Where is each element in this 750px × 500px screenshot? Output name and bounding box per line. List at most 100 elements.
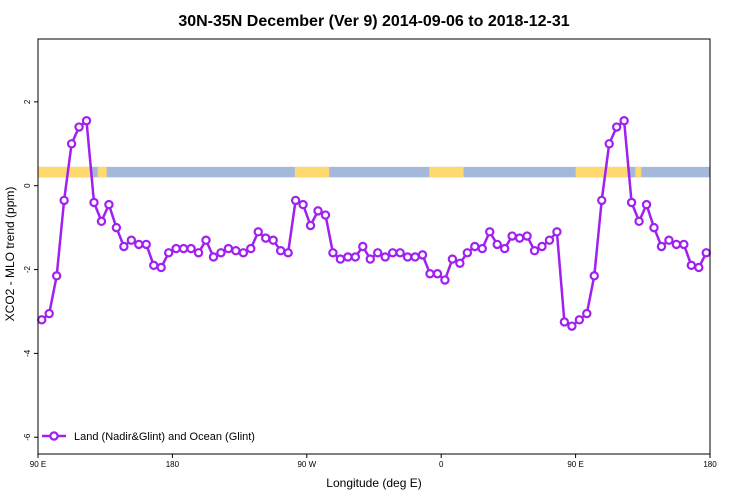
data-point [313,206,323,216]
data-point [216,248,226,258]
legend: Land (Nadir&Glint) and Ocean (Glint) [42,431,255,443]
data-point [574,315,585,325]
y-axis-label: XCO2 - MLO trend (ppm) [3,187,17,322]
data-point [275,245,286,256]
data-point [141,239,151,250]
data-point [111,222,122,233]
data-point [529,245,540,256]
data-point [89,197,99,208]
y-tick-label: -6 [23,433,32,441]
data-point [395,248,405,258]
data-point [298,199,308,210]
data-point [223,243,234,254]
x-axis-label: Longitude (deg E) [326,476,421,490]
data-point [201,235,211,245]
data-point [365,254,375,264]
data-point [641,199,652,210]
data-point [455,258,465,268]
y-tick-label: 2 [23,99,32,104]
land-band-segment [575,166,628,178]
data-point [163,248,174,258]
data-point [261,233,271,243]
data-point [126,235,137,245]
data-point [485,227,495,237]
data-point [589,271,599,281]
data-point [283,248,293,258]
data-point [193,248,204,258]
data-point [387,248,398,258]
plot-frame [37,38,711,455]
data-point [626,197,637,208]
data-point [499,243,510,254]
data-point [149,260,159,271]
data-point [649,222,659,233]
data-point [552,227,562,237]
data-point [522,231,532,241]
data-point [671,239,682,250]
data-point [567,321,577,331]
data-point [425,269,435,279]
data-point [74,122,84,132]
data-point [253,227,263,237]
data-point [432,269,443,279]
data-point [507,231,517,241]
series-line [40,119,708,328]
data-point [611,122,622,132]
data-point [37,315,47,325]
data-point [514,233,525,243]
data-point [440,275,450,285]
legend-label: Land (Nadir&Glint) and Ocean (Glint) [74,431,255,443]
data-point [582,308,592,319]
data-point [410,252,420,262]
data-point [134,239,144,250]
land-band-segment [294,166,330,178]
data-point [477,243,487,254]
data-point [380,252,390,262]
data-point [81,116,92,126]
data-point [537,241,547,252]
x-tick-label: 90 W [297,460,316,469]
data-point [44,308,54,319]
series-land-ocean [37,116,711,331]
y-tick-label: 0 [23,183,32,188]
data-point [350,252,361,262]
axes: 90 E 180 90 W 0 90 E 180 2 0 -2 -4 -6 [23,99,717,469]
data-point [305,220,316,231]
data-point [119,241,129,252]
legend-marker [49,431,59,441]
data-point [231,245,241,256]
x-tick-label: 180 [703,460,717,469]
data-point [597,195,607,206]
data-point [186,243,196,254]
data-point [51,271,62,281]
y-tick-label: -4 [23,349,32,357]
data-point [171,243,181,254]
data-point [320,210,331,220]
data-point [66,139,77,149]
data-point [104,199,114,210]
data-point [238,248,249,258]
data-point [373,248,383,258]
data-point [664,235,674,245]
data-point [604,139,614,149]
data-point [559,317,570,327]
data-point [343,252,353,262]
x-tick-label: 90 E [567,460,583,469]
land-band-segment [635,166,642,178]
x-tick-label: 90 E [30,460,46,469]
data-point [290,195,301,206]
x-tick-label: 0 [439,460,444,469]
data-point [686,260,697,271]
data-point [358,241,368,252]
land-band-segment [97,166,107,178]
data-point [208,252,219,262]
land-ocean-band [38,166,710,178]
data-point [679,239,689,250]
data-point [96,216,107,227]
data-point [59,195,69,206]
data-point [178,243,189,254]
data-point [156,262,166,273]
data-point [701,248,711,258]
data-point [470,241,480,252]
